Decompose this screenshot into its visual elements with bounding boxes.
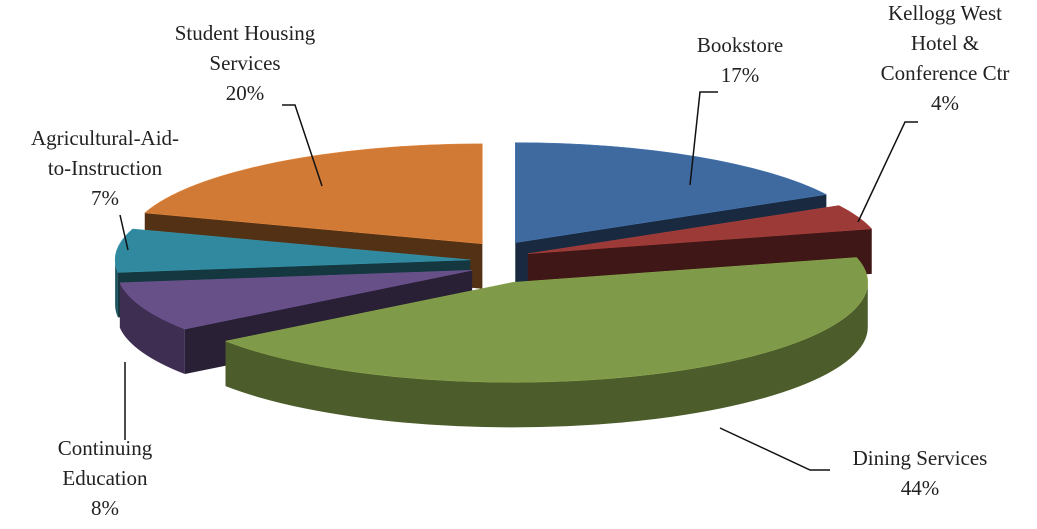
slice-label: Agricultural-Aid-to-Instruction <box>31 126 179 180</box>
slice-label: Bookstore <box>697 33 783 57</box>
value-label: 20% <box>226 81 265 105</box>
leader-line <box>719 427 830 471</box>
slice <box>515 142 828 243</box>
slice-label: Continuing Education <box>58 436 153 490</box>
slice <box>224 257 868 383</box>
slice-label: Dining Services <box>853 446 988 470</box>
slice-label: Student Housing Services <box>175 21 316 75</box>
value-label: 8% <box>91 496 119 520</box>
value-label: 7% <box>91 186 119 210</box>
value-label: 44% <box>901 476 940 500</box>
slice <box>114 228 471 273</box>
slice <box>144 143 483 245</box>
slice-label: Kellogg West Hotel & Conference Ctr <box>881 1 1010 85</box>
slice <box>527 205 873 254</box>
slice <box>119 270 473 330</box>
slice-side <box>225 282 868 428</box>
leader-line <box>119 214 129 251</box>
leader-line <box>282 104 323 187</box>
value-label: 17% <box>721 63 760 87</box>
value-label: 4% <box>931 91 959 115</box>
leader-line <box>689 91 718 186</box>
slice-side <box>115 259 118 318</box>
slice <box>224 257 868 428</box>
slice-side <box>119 282 185 375</box>
leader-line <box>857 121 918 223</box>
